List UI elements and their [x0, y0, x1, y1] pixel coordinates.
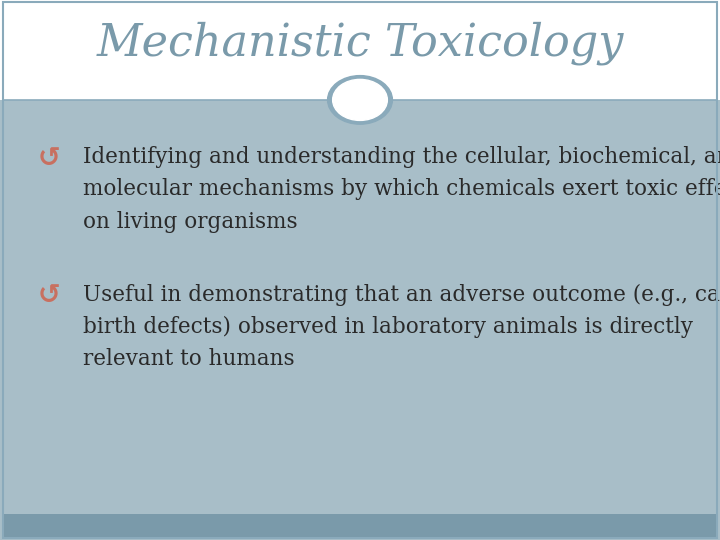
Text: relevant to humans: relevant to humans [83, 348, 294, 370]
Text: ↺: ↺ [37, 284, 60, 309]
Text: birth defects) observed in laboratory animals is directly: birth defects) observed in laboratory an… [83, 316, 693, 338]
Text: molecular mechanisms by which chemicals exert toxic effects: molecular mechanisms by which chemicals … [83, 178, 720, 200]
Text: Mechanistic Toxicology: Mechanistic Toxicology [96, 22, 624, 65]
FancyBboxPatch shape [0, 0, 720, 100]
Text: Identifying and understanding the cellular, biochemical, and: Identifying and understanding the cellul… [83, 146, 720, 168]
Circle shape [333, 79, 387, 120]
Text: Useful in demonstrating that an adverse outcome (e.g., cancer,: Useful in demonstrating that an adverse … [83, 284, 720, 306]
FancyBboxPatch shape [3, 514, 717, 538]
Text: on living organisms: on living organisms [83, 211, 297, 233]
Text: ↺: ↺ [37, 146, 60, 172]
Circle shape [328, 76, 392, 124]
